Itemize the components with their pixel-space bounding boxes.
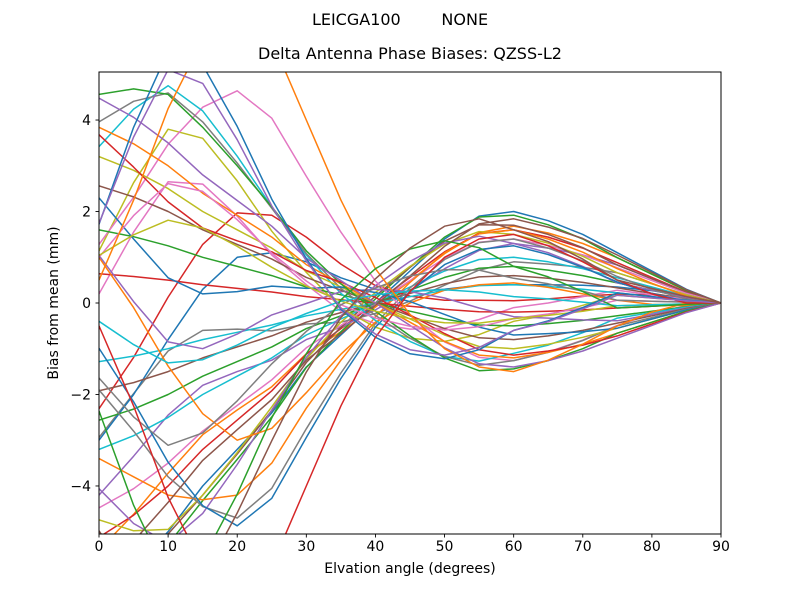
- series-line-12: [99, 229, 721, 501]
- x-tick-label: 90: [712, 539, 730, 555]
- series-line-31: [99, 197, 721, 336]
- series-line-7: [99, 238, 721, 509]
- series-group: [99, 72, 721, 534]
- axes-title: Delta Antenna Phase Biases: QZSS-L2: [258, 44, 562, 63]
- series-line-42: [99, 72, 721, 373]
- series-line-16: [99, 274, 721, 392]
- x-tick-label: 80: [643, 539, 661, 555]
- x-tick-label: 0: [95, 539, 104, 555]
- series-line-4: [102, 229, 721, 534]
- series-line-46: [99, 218, 721, 534]
- series-line-45: [99, 72, 721, 356]
- series-line-29: [99, 92, 721, 366]
- series-line-1: [164, 210, 721, 534]
- series-line-33: [99, 88, 721, 372]
- y-tick-label: 2: [82, 205, 91, 221]
- y-tick-label: 0: [82, 296, 91, 312]
- y-tick-label: 4: [82, 113, 91, 129]
- y-tick-label: −4: [70, 479, 91, 495]
- series-line-2: [113, 225, 721, 534]
- x-tick-label: 30: [297, 539, 315, 555]
- x-tick-label: 40: [367, 539, 385, 555]
- series-line-25: [99, 229, 721, 327]
- y-axis-label: Bias from mean (mm): [46, 226, 62, 380]
- series-line-28: [99, 185, 721, 341]
- x-tick-label: 70: [574, 539, 592, 555]
- y-tick-label: −2: [70, 387, 91, 403]
- series-line-17: [99, 181, 721, 330]
- x-tick-label: 10: [159, 539, 177, 555]
- x-tick-label: 60: [505, 539, 523, 555]
- series-line-41: [99, 72, 721, 360]
- series-line-15: [99, 235, 721, 534]
- figure-suptitle: LEICGA100 NONE: [311, 10, 489, 29]
- series-line-9: [99, 230, 721, 532]
- series-line-35: [99, 97, 721, 368]
- series-line-38: [99, 268, 721, 447]
- series-line-18: [99, 238, 721, 519]
- series-line-20: [99, 128, 721, 343]
- series-line-26: [99, 84, 721, 362]
- x-tick-label: 20: [228, 539, 246, 555]
- x-tick-label: 50: [436, 539, 454, 555]
- x-axis-label: Elvation angle (degrees): [324, 561, 496, 577]
